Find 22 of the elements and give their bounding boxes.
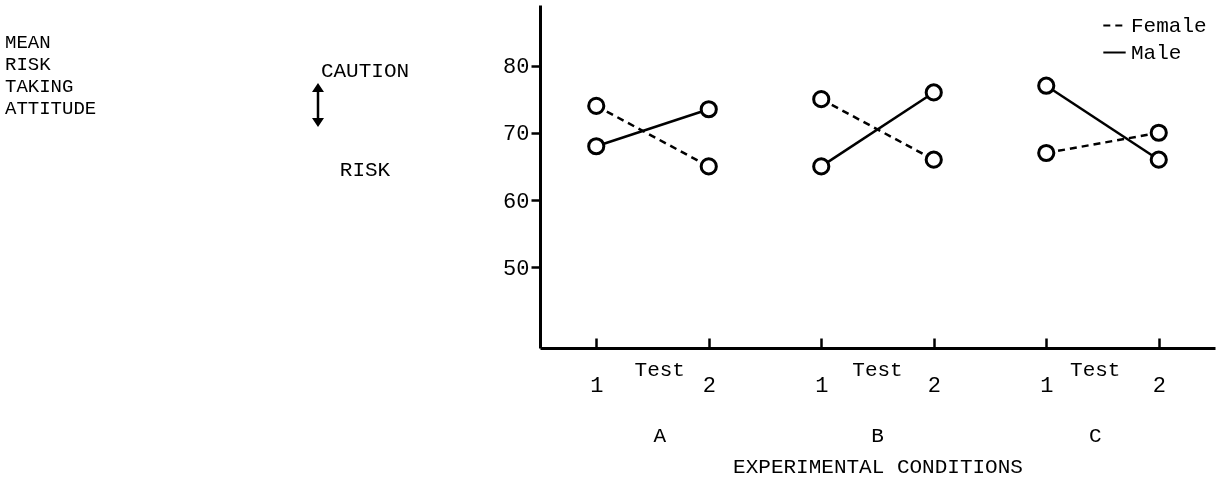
text: A — [653, 425, 667, 448]
x-tick-label: 1 — [590, 373, 604, 399]
text: Test — [1070, 359, 1121, 382]
y-tick-label: 50 — [503, 256, 530, 282]
x-tick-label: 1 — [1040, 373, 1054, 399]
text: B — [871, 425, 884, 448]
x-tick-label: 2 — [702, 373, 716, 399]
x-axis-title: EXPERIMENTAL CONDITIONS — [733, 455, 1023, 479]
text: C — [1088, 425, 1102, 448]
y-tick-label: 60 — [503, 189, 530, 215]
legend-label: Female — [1131, 14, 1207, 38]
text: MEAN RISK TAKING ATTITUDE — [5, 32, 97, 120]
x-tick-label: 2 — [927, 373, 941, 399]
x-tick-label: 1 — [815, 373, 829, 399]
text: Test — [634, 359, 685, 382]
y-tick-label: 70 — [503, 122, 530, 148]
text: CAUTION — [320, 60, 410, 83]
legend-label: Male — [1131, 41, 1182, 65]
text: Test — [852, 359, 903, 382]
text: RISK — [339, 159, 391, 182]
x-tick-label: 2 — [1152, 373, 1166, 399]
y-tick-label: 80 — [503, 55, 530, 81]
